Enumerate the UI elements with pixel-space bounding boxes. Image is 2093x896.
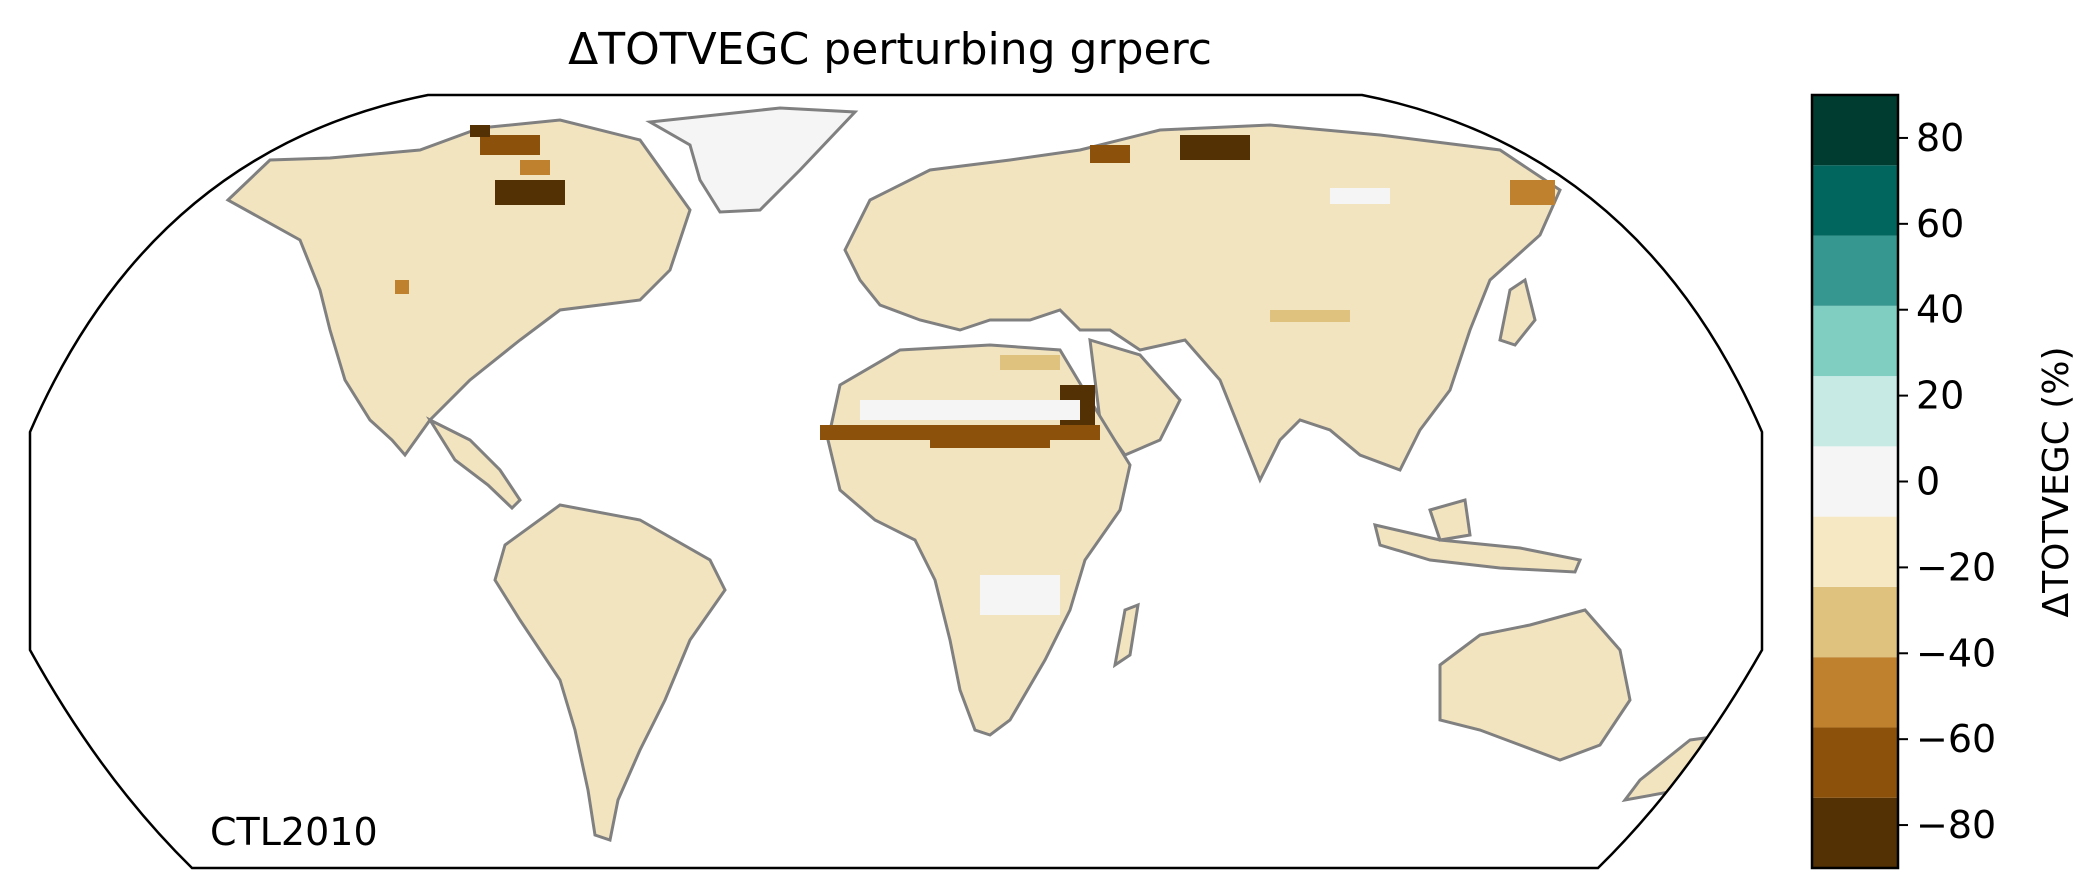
colorbar-tick-label: 80 xyxy=(1916,116,1964,160)
australia-landmass xyxy=(1438,608,1632,762)
new-zealand-landmass xyxy=(1621,736,1708,803)
colorbar-tick-label: 20 xyxy=(1916,374,1964,418)
africa-landmass xyxy=(826,343,1132,737)
scenario-label: CTL2010 xyxy=(210,810,378,854)
colorbar-label: ΔTOTVEGC (%) xyxy=(2036,346,2077,617)
south-america-landmass xyxy=(493,503,727,842)
colorbar-bin xyxy=(1812,376,1898,447)
colorbar-bin xyxy=(1812,657,1898,728)
indonesia-landmass xyxy=(1372,522,1583,574)
negative-anomaly-cells xyxy=(395,125,1555,448)
colorbar-tick-label: −80 xyxy=(1916,803,1996,847)
colorbar-tick-label: 40 xyxy=(1916,288,1964,332)
colorbar-bin xyxy=(1812,797,1898,868)
eurasia-landmass xyxy=(843,123,1562,484)
colorbar-tick-label: −60 xyxy=(1916,717,1996,761)
colorbar-tick-label: −20 xyxy=(1916,545,1996,589)
greenland-landmass xyxy=(645,106,859,214)
colorbar-tick-label: 60 xyxy=(1916,202,1964,246)
colorbar-bin xyxy=(1812,586,1898,658)
japan-landmass xyxy=(1498,277,1537,347)
madagascar-landmass xyxy=(1112,602,1140,669)
central-america-landmass xyxy=(425,416,522,511)
near-zero-cells xyxy=(860,188,1390,615)
map-boundary xyxy=(28,93,1764,870)
colorbar-bin xyxy=(1812,446,1898,517)
colorbar-bin xyxy=(1812,727,1898,798)
borneo-landmass xyxy=(1428,498,1472,542)
map-title: ΔTOTVEGC perturbing grperc xyxy=(568,24,1212,75)
map-panel: CTL2010 xyxy=(28,93,1764,870)
colorbar-bin xyxy=(1812,165,1898,236)
colorbar-tick-label: 0 xyxy=(1916,460,1940,504)
colorbar-bin xyxy=(1812,516,1898,587)
colorbar: 80 60 40 20 0 −20 −40 −60 −80 ΔTOTVEGC (%) xyxy=(1810,93,2077,870)
north-america-landmass xyxy=(225,118,692,458)
colorbar-bin xyxy=(1812,235,1898,306)
colorbar-tick-label: −40 xyxy=(1916,631,1996,675)
colorbar-bin xyxy=(1812,305,1898,377)
colorbar-bin xyxy=(1812,95,1898,166)
land-layer xyxy=(225,106,1708,842)
